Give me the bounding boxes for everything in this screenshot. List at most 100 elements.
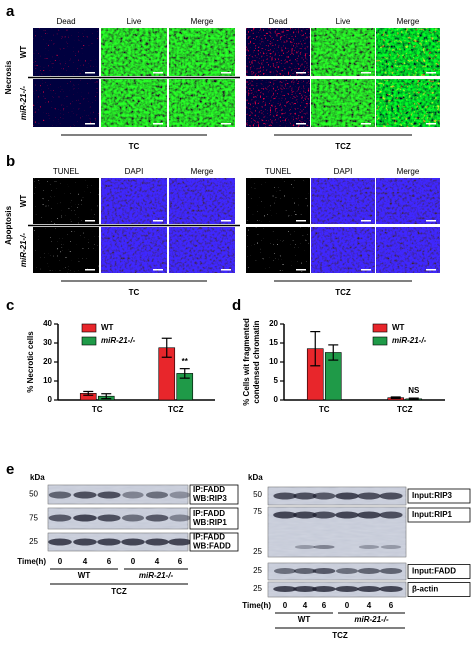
micrograph-signal: [311, 227, 375, 273]
kda-label: 25: [29, 537, 38, 546]
error-bar: [328, 344, 339, 361]
blot-band: [335, 492, 359, 500]
legend-swatch: [372, 323, 388, 333]
scale-bar: [361, 269, 371, 271]
y-tick-label: 20: [43, 357, 52, 366]
blot-label: WB:RIP3: [193, 494, 227, 503]
x-tick-label: TC: [92, 405, 103, 414]
micrograph-signal: [33, 79, 99, 127]
time-label: 4: [155, 557, 160, 566]
scale-bar: [85, 72, 95, 74]
panel-label: c: [6, 297, 14, 314]
blot-band: [294, 545, 316, 549]
blot-band: [312, 492, 336, 500]
column-header: DAPI: [125, 167, 144, 176]
micrograph-signal: [169, 227, 235, 273]
blot-label-box: [407, 488, 471, 504]
time-label: 0: [131, 557, 136, 566]
blot-band: [357, 492, 381, 500]
treatment-label: TCZ: [332, 631, 348, 640]
scale-bar: [85, 269, 95, 271]
column-header: Dead: [268, 17, 287, 26]
blot-band: [293, 511, 317, 519]
time-label: 6: [107, 557, 112, 566]
kda-label: 25: [253, 566, 262, 575]
blot-band: [48, 538, 72, 546]
scale-bar: [426, 72, 436, 74]
micrograph-signal: [246, 28, 310, 76]
scale-bar: [296, 72, 306, 74]
blot-band: [293, 568, 317, 574]
error-bar: [408, 397, 419, 401]
row-label: WT: [19, 46, 28, 59]
y-tick-label: 5: [274, 376, 279, 385]
time-label: 0: [283, 601, 288, 610]
legend-swatch: [81, 323, 97, 333]
micrograph-signal: [33, 178, 99, 224]
blot-band: [97, 514, 121, 522]
panel-title: Apoptosis: [4, 205, 13, 245]
panel-label: a: [6, 3, 15, 20]
blot-band: [357, 511, 381, 519]
scale-bar: [153, 220, 163, 222]
panel-title: Necrosis: [4, 60, 13, 94]
kda-label: 75: [253, 507, 262, 516]
time-label: 4: [367, 601, 372, 610]
micrograph-signal: [33, 227, 99, 273]
group-label: WT: [78, 571, 91, 580]
blot-band: [357, 568, 381, 574]
kda-label: 25: [253, 584, 262, 593]
blot-band: [312, 568, 336, 574]
error-bar: [390, 396, 401, 400]
group-label: miR-21-/-: [139, 571, 174, 580]
group-label: TC: [129, 288, 140, 297]
panel-label: d: [232, 297, 241, 314]
scale-bar: [296, 269, 306, 271]
y-axis-label: % Necrotic cells: [26, 331, 35, 393]
legend-label: WT: [101, 323, 114, 332]
y-tick-label: 20: [269, 319, 278, 328]
blot-label-box: [189, 532, 239, 552]
kda-label: 50: [29, 490, 38, 499]
kda-label: 25: [253, 547, 262, 556]
blot-band: [122, 491, 144, 499]
micrograph-signal: [311, 178, 375, 224]
micrograph-signal: [169, 79, 235, 127]
y-tick-label: 40: [43, 319, 52, 328]
scale-bar: [153, 269, 163, 271]
annotation: **: [182, 357, 189, 366]
blot-band: [379, 511, 403, 519]
micrograph-signal: [246, 178, 310, 224]
micrograph-signal: [311, 28, 375, 76]
row-label: miR-21-/-: [19, 86, 28, 121]
y-tick-label: 30: [43, 338, 52, 347]
blot-band: [273, 492, 297, 500]
blot-label: IP:FADD: [193, 533, 225, 542]
group-label: WT: [298, 615, 311, 624]
group-label: TCZ: [335, 288, 351, 297]
scale-bar: [153, 72, 163, 74]
blot-band: [380, 545, 402, 549]
y-tick-label: 10: [269, 357, 278, 366]
group-label: miR-21-/-: [354, 615, 389, 624]
y-tick-label: 0: [274, 395, 279, 404]
blot-band: [97, 491, 121, 499]
error-bar: [310, 331, 321, 367]
blot-label: Input:FADD: [412, 567, 456, 576]
blot-label: β-actin: [412, 585, 438, 594]
x-tick-label: TCZ: [168, 405, 184, 414]
micrograph-signal: [101, 79, 167, 127]
scale-bar: [426, 269, 436, 271]
micrograph-signal: [376, 28, 440, 76]
scale-bar: [296, 123, 306, 125]
micrograph-signal: [101, 227, 167, 273]
micrograph-signal: [101, 28, 167, 76]
error-bar: [179, 368, 190, 379]
blot-band: [336, 568, 358, 574]
scale-bar: [426, 123, 436, 125]
blot-label-box: [407, 564, 471, 579]
blot-band: [313, 545, 335, 549]
row-label: WT: [19, 195, 28, 208]
y-tick-label: 10: [43, 376, 52, 385]
blot-label: Input:RIP1: [412, 510, 453, 519]
